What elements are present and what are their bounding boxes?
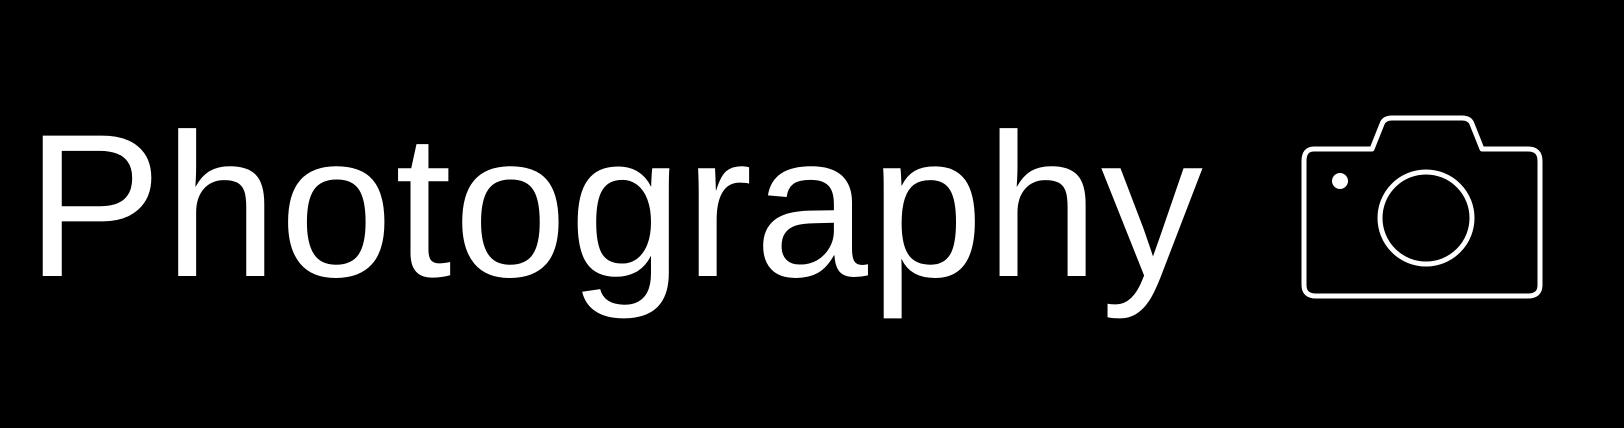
page-title: Photography: [26, 92, 1205, 320]
camera-icon: [1301, 115, 1543, 299]
